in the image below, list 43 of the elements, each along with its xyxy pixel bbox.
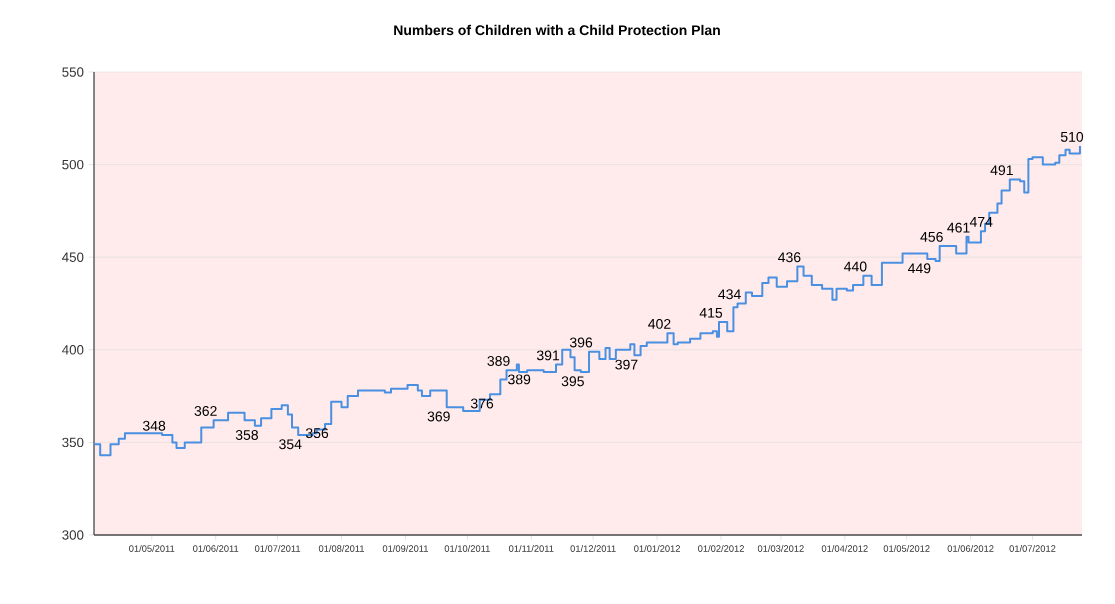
x-tick-label: 01/08/2011 <box>318 545 365 552</box>
x-tick-label: 01/12/2011 <box>570 545 616 552</box>
annotation: 354 <box>279 439 302 450</box>
annotation: 391 <box>536 350 560 361</box>
x-tick-label: 01/05/2012 <box>883 545 930 552</box>
x-tick-label: 01/06/2011 <box>193 545 239 552</box>
annotation: 461 <box>947 222 970 233</box>
annotation: 369 <box>427 411 450 422</box>
y-tick-label: 550 <box>62 67 84 77</box>
y-tick-label: 300 <box>62 530 84 540</box>
annotation: 362 <box>194 406 217 416</box>
annotation: 449 <box>907 263 931 274</box>
x-tick-label: 01/06/2012 <box>947 545 994 552</box>
y-tick-label: 500 <box>62 159 84 170</box>
x-tick-label: 01/11/2011 <box>508 545 554 552</box>
annotation: 491 <box>990 165 1013 176</box>
x-tick-label: 01/10/2011 <box>444 545 490 552</box>
y-tick-label: 450 <box>62 252 84 262</box>
annotation: 402 <box>648 318 671 329</box>
annotation: 440 <box>844 261 867 272</box>
y-tick-label: 400 <box>62 345 84 355</box>
annotation: 456 <box>920 231 943 242</box>
annotation: 358 <box>235 430 258 440</box>
y-tick-label: 350 <box>62 437 84 448</box>
annotation: 396 <box>569 337 593 348</box>
x-tick-label: 01/09/2011 <box>382 545 428 552</box>
annotation: 434 <box>718 289 741 300</box>
annotation: 415 <box>699 308 723 318</box>
x-tick-label: 01/01/2012 <box>634 545 680 552</box>
annotation: 510 <box>1060 131 1084 142</box>
annotation: 395 <box>561 376 584 387</box>
annotation: 389 <box>487 356 510 366</box>
chart-title: Numbers of Children with a Child Protection Plan <box>394 24 720 36</box>
x-tick-label: 01/03/2012 <box>757 545 804 552</box>
annotation: 389 <box>508 374 531 385</box>
x-tick-label: 01/02/2012 <box>698 545 744 552</box>
x-tick-label: 01/07/2011 <box>254 545 301 552</box>
annotation: 436 <box>778 252 801 263</box>
annotation: 397 <box>615 359 638 370</box>
x-tick-label: 01/05/2011 <box>129 545 175 552</box>
annotation: 348 <box>142 420 166 431</box>
x-tick-label: 01/04/2012 <box>821 545 868 552</box>
x-tick-label: 01/07/2012 <box>1009 545 1056 552</box>
